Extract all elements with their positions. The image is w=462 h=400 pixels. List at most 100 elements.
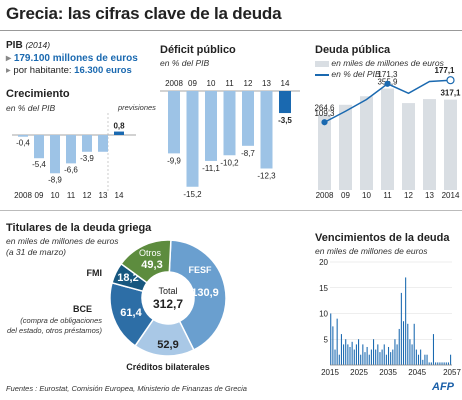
maturities-bar — [396, 344, 398, 365]
debt-line-point — [384, 80, 391, 87]
maturities-bar — [392, 349, 394, 365]
deficit-value-label: -12,3 — [257, 171, 276, 180]
growth-x-tick: 09 — [35, 191, 44, 200]
maturities-bar — [347, 344, 349, 365]
maturities-bar — [334, 349, 336, 365]
maturities-bar — [430, 362, 432, 365]
deficit-subtitle: en % del PIB — [160, 58, 210, 68]
debt-legend-2: en % del PIB — [315, 69, 381, 79]
holders-subtitle-1: en miles de millones de euros — [6, 236, 119, 246]
holders-slice-value: 52,9 — [157, 339, 178, 351]
debt-title: Deuda pública — [315, 44, 391, 56]
maturities-bar — [343, 344, 345, 365]
maturities-bar — [364, 352, 366, 365]
growth-x-tick: 2008 — [14, 191, 32, 200]
debt-bar-label: 317,1 — [440, 89, 461, 98]
deficit-value-label: -10,2 — [220, 158, 239, 167]
growth-x-tick: 13 — [99, 191, 108, 200]
deficit-bar — [168, 91, 180, 154]
growth-title: Crecimiento — [6, 88, 70, 100]
growth-bar — [34, 135, 44, 159]
growth-x-tick: 14 — [115, 191, 124, 200]
maturities-bar — [379, 352, 381, 365]
debt-x-tick: 12 — [404, 191, 413, 200]
growth-value-label: -8,9 — [48, 175, 62, 184]
debt-bar — [318, 114, 331, 190]
deficit-bar — [242, 91, 254, 146]
holders-slice-value: 49,3 — [141, 259, 162, 271]
pib-block: PIB (2014) ▸ 179.100 millones de euros ▸… — [6, 40, 138, 76]
maturities-bar — [336, 318, 338, 365]
maturities-bar — [417, 354, 420, 365]
deficit-value-label: -11,1 — [202, 164, 220, 173]
maturities-subtitle: en miles de millones de euros — [315, 246, 428, 256]
holders-total-value: 312,7 — [153, 297, 183, 311]
growth-bar — [98, 135, 108, 152]
maturities-bar — [358, 339, 360, 365]
debt-x-tick: 2014 — [442, 191, 460, 200]
maturities-bar — [368, 354, 370, 365]
maturities-bar — [360, 354, 362, 365]
deficit-bar — [186, 91, 199, 187]
deficit-x-tick: 14 — [281, 79, 290, 88]
debt-bar — [402, 103, 415, 190]
growth-bar — [114, 131, 124, 135]
maturities-x-tick: 2025 — [350, 368, 368, 377]
maturities-bar — [351, 341, 353, 365]
maturities-bar — [450, 354, 452, 365]
debt-legend-bar-swatch — [315, 60, 329, 67]
maturities-title: Vencimientos de la deuda — [315, 232, 450, 244]
maturities-bar — [370, 349, 372, 365]
deficit-x-tick: 2008 — [165, 79, 183, 88]
deficit-x-tick: 10 — [207, 79, 216, 88]
maturities-bar — [353, 349, 355, 365]
maturities-x-tick: 2057 — [443, 368, 461, 377]
deficit-value-label: -3,5 — [278, 116, 292, 125]
debt-line-label: 177,1 — [434, 66, 455, 75]
maturities-x-tick: 2045 — [408, 368, 426, 377]
maturities-bar — [385, 354, 387, 365]
debt-bar — [381, 88, 394, 190]
pib-year: (2014) — [25, 40, 51, 50]
maturities-bar — [362, 344, 364, 365]
maturities-bar — [426, 354, 428, 365]
deficit-value-label: -9,9 — [167, 156, 181, 165]
maturities-bar — [330, 313, 332, 365]
holders-name-bce: BCE — [73, 304, 92, 314]
holders-note-bce-2: del estado, otros préstamos) — [7, 326, 103, 335]
deficit-x-tick: 09 — [188, 79, 197, 88]
growth-value-label: -3,9 — [80, 154, 94, 163]
maturities-bar — [387, 346, 390, 365]
maturities-bar — [398, 328, 400, 365]
maturities-bar — [443, 362, 445, 365]
maturities-bar — [405, 277, 407, 365]
maturities-y-tick: 15 — [319, 284, 328, 293]
maturities-bar — [400, 292, 402, 365]
maturities-bar — [445, 362, 447, 365]
maturities-bar — [332, 326, 334, 365]
title-divider — [0, 30, 462, 31]
maturities-bar — [415, 349, 417, 365]
debt-line-point — [446, 76, 455, 85]
deficit-bar — [260, 91, 273, 169]
maturities-bar — [447, 362, 449, 365]
growth-x-tick: 10 — [51, 191, 60, 200]
debt-x-tick: 2008 — [316, 191, 334, 200]
debt-line-label: 171,3 — [377, 70, 398, 79]
growth-bar — [50, 135, 60, 174]
maturities-bar — [441, 362, 443, 365]
growth-bar — [66, 135, 76, 164]
holders-subtitle-2: (a 31 de marzo) — [6, 247, 66, 257]
maturities-x-tick: 2015 — [321, 368, 339, 377]
growth-subtitle: en % del PIB — [6, 103, 56, 113]
deficit-bar — [279, 91, 291, 114]
growth-x-tick: 12 — [83, 191, 92, 200]
debt-bar — [339, 104, 352, 190]
deficit-value-label: -8,7 — [241, 149, 255, 158]
afp-logo: AFP — [432, 381, 454, 393]
growth-value-label: -5,4 — [32, 160, 46, 169]
maturities-bar — [394, 339, 396, 365]
maturities-bar — [402, 321, 405, 365]
maturities-bar — [437, 362, 439, 365]
